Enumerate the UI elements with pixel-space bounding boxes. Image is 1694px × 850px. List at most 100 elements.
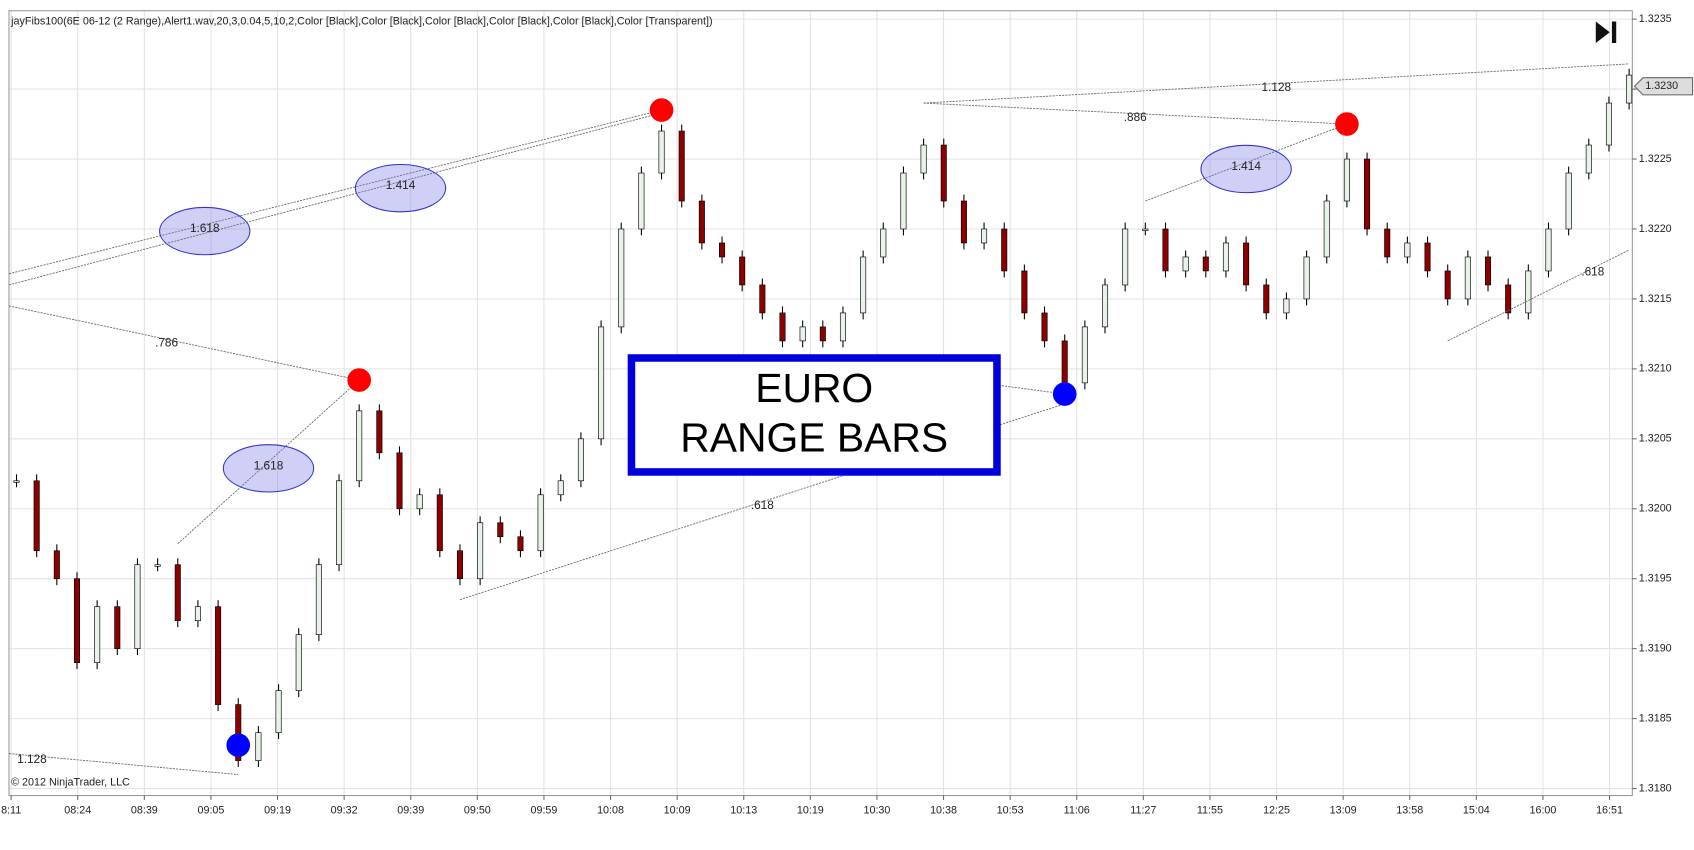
candle-body [839,312,846,342]
candle-body [215,606,222,705]
x-tick-label: 10:53 [997,804,1024,816]
fib-line [177,379,360,545]
candle-body [456,550,463,580]
x-tick-label: 08:24 [64,804,91,816]
x-tick-label: 11:27 [1130,804,1156,816]
fib-ellipse [159,206,251,256]
fib-line [8,109,662,275]
x-tick-label: 12:25 [1263,804,1290,816]
y-tick-label: 1.3220 [1639,223,1672,235]
fib-label: 1.618 [254,458,284,472]
fib-label: .786 [155,336,178,350]
fib-label: 1.128 [17,752,47,766]
candle-body [194,606,201,622]
candle-body [1061,340,1068,384]
x-tick-label: 08:39 [131,804,158,816]
pivot-dot [347,368,372,392]
fib-line [8,112,662,286]
price-tag [1633,77,1694,96]
y-tick-label: 1.3225 [1639,153,1672,165]
y-tick-label: 1.3200 [1639,503,1672,515]
candle-body [1323,200,1330,258]
candle-body [235,704,242,761]
pivot-dot [226,733,251,758]
candle-body [154,564,161,567]
candle-body [356,410,363,482]
candle-body [53,550,60,580]
candle-body [779,312,786,342]
candle-body [134,564,141,649]
y-tick-label: 1.3195 [1639,573,1672,585]
x-tick-label: 16:51 [1596,804,1623,816]
candle-body [73,578,80,663]
x-tick-label: 16:00 [1529,804,1556,816]
candle-body [1545,228,1552,272]
x-tick-label: 15:04 [1463,804,1490,816]
copyright: © 2012 NinjaTrader, LLC [11,776,130,788]
candle-body [295,634,302,691]
y-tick-label: 1.3210 [1639,363,1672,375]
candle-body [678,130,685,202]
candle-body [1283,298,1290,314]
candle-body [1343,158,1350,202]
x-tick-label: 09:19 [264,804,291,816]
candle-body [638,172,645,230]
annotation-box [627,354,1001,476]
fib-line [8,305,360,381]
x-tick-label: 8:11 [1,804,21,816]
fib-ellipse [222,444,315,493]
candle-body [436,494,443,552]
fib-label: 1.618 [190,221,220,235]
x-tick-label: 10:19 [797,804,824,816]
candle-body [920,144,927,174]
candle-body [880,228,887,258]
fib-ellipse [1200,144,1292,194]
candle-body [981,228,988,244]
candle-body [1142,228,1149,231]
candle-body [1565,172,1572,230]
candle-body [1364,158,1371,230]
candle-body [376,410,383,454]
candle-body [396,452,403,510]
candle-body [1122,228,1129,286]
candle-body [1444,270,1451,300]
play-button[interactable] [1595,21,1617,44]
y-tick-label: 1.3185 [1639,712,1672,724]
plot-frame [8,10,1633,797]
x-tick-label: 10:13 [730,804,757,816]
annotation-text: EURO [755,365,873,411]
candle-body [336,480,343,566]
indicator-label: jayFibs100(6E 06-12 (2 Range),Alert1.wav… [10,15,712,27]
fib-line [923,102,1347,125]
candle-body [1081,326,1088,384]
x-tick-label: 13:09 [1330,804,1357,816]
candle-body [1424,242,1431,272]
candle-body [315,564,322,635]
x-tick-label: 10:38 [930,804,957,816]
candle-body [1021,270,1028,314]
candle-body [960,200,967,244]
x-tick-label: 11:55 [1197,804,1223,816]
candle-body [1162,228,1169,272]
candle-body [1182,256,1189,272]
candle-body [1626,74,1633,104]
candle-body [33,480,40,552]
y-tick-label: 1.3205 [1639,433,1672,445]
candle-body [1222,242,1229,272]
candle-body [1263,284,1270,314]
candle-body [497,522,504,538]
x-tick-label: 09:32 [331,804,358,816]
x-tick-label: 11:06 [1064,804,1090,816]
fib-label: .618 [1581,265,1604,279]
candle-body [537,494,544,552]
x-tick-label: 09:50 [464,804,491,816]
candle-body [618,228,625,328]
candle-body [1585,144,1592,174]
fib-line [923,63,1630,104]
candle-body [255,732,262,761]
fib-label: .886 [1124,110,1147,124]
fib-ellipse [354,163,447,213]
x-tick-label: 09:59 [530,804,557,816]
y-tick-label: 1.3190 [1639,643,1672,655]
candle-body [1303,256,1310,300]
